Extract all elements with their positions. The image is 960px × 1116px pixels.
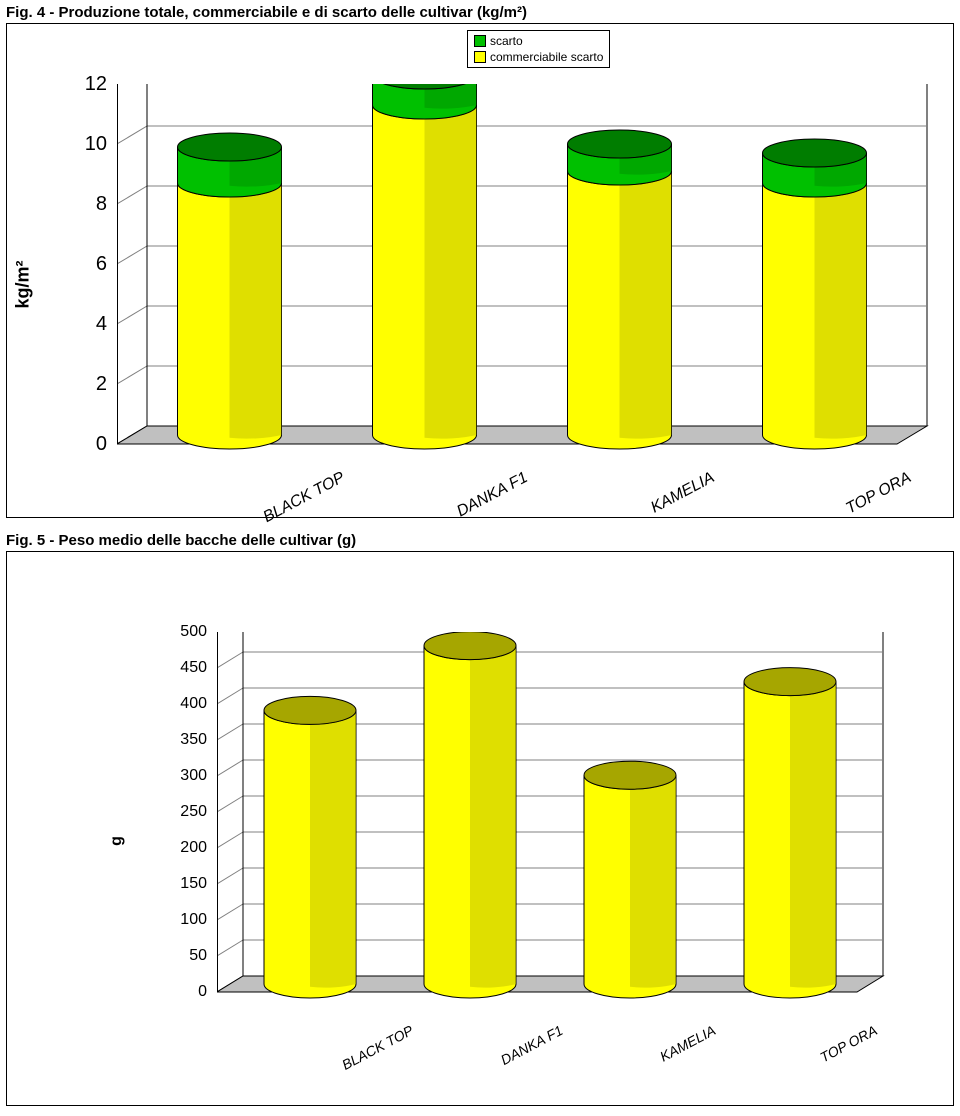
ytick-label: 500 — [147, 624, 207, 640]
ytick-label: 2 — [47, 374, 107, 394]
ytick-label: 10 — [47, 134, 107, 154]
ytick-label: 300 — [147, 768, 207, 784]
ytick-label: 4 — [47, 314, 107, 334]
ytick-label: 150 — [147, 876, 207, 892]
ytick-label: 250 — [147, 804, 207, 820]
fig5-chart: g 050100150200250300350400450500 BLACK T… — [6, 551, 954, 1106]
ytick-label: 100 — [147, 912, 207, 928]
fig4-plot — [117, 84, 960, 504]
fig4-chart: scarto commerciabile scarto kg/m² 0 2 4 6 8 1… — [6, 23, 954, 518]
ytick-label: 8 — [47, 194, 107, 214]
fig5-plot — [217, 632, 937, 1052]
fig5-ylabel: g — [108, 836, 126, 846]
ytick-label: 0 — [47, 434, 107, 454]
ytick-label: 50 — [147, 948, 207, 964]
scarto-swatch — [474, 35, 486, 47]
fig4-legend: scarto commerciabile scarto — [467, 30, 610, 68]
ytick-label: 350 — [147, 732, 207, 748]
legend-item: commerciabile scarto — [474, 49, 603, 65]
fig4-ylabel: kg/m² — [13, 260, 34, 308]
ytick-label: 400 — [147, 696, 207, 712]
ytick-label: 6 — [47, 254, 107, 274]
ytick-label: 12 — [47, 74, 107, 94]
commerciabile-swatch — [474, 51, 486, 63]
ytick-label: 200 — [147, 840, 207, 856]
legend-item: scarto — [474, 33, 603, 49]
fig5-title: Fig. 5 - Peso medio delle bacche delle c… — [0, 528, 960, 551]
fig4-title: Fig. 4 - Produzione totale, commerciabil… — [0, 0, 960, 23]
legend-label: commerciabile scarto — [490, 49, 603, 65]
ytick-label: 0 — [147, 984, 207, 1000]
ytick-label: 450 — [147, 660, 207, 676]
legend-label: scarto — [490, 33, 523, 49]
